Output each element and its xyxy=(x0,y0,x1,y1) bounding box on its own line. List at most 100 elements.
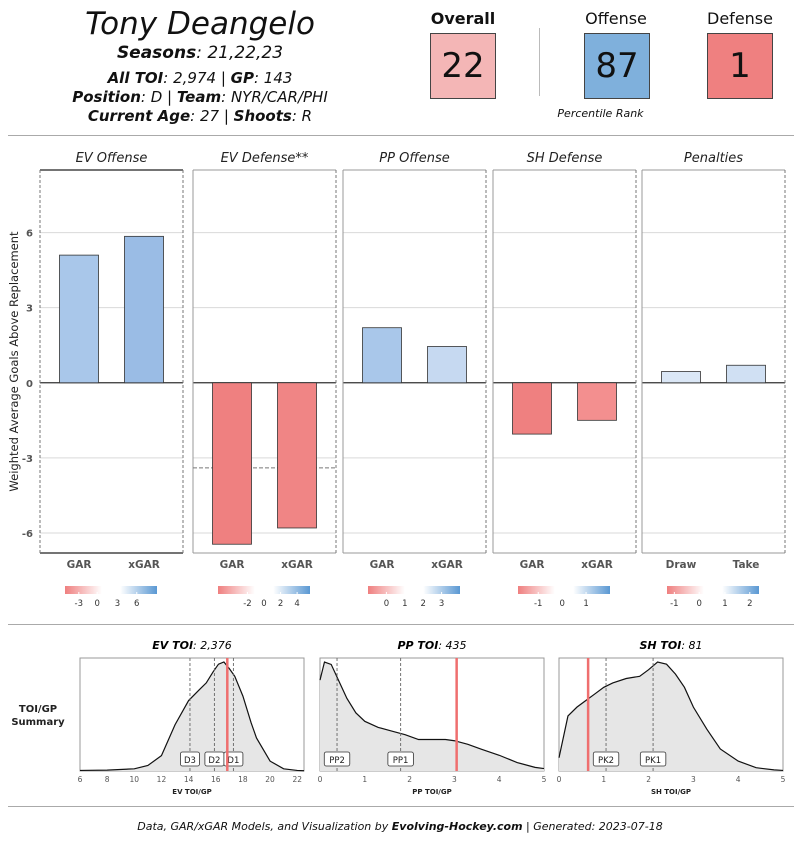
density-area xyxy=(320,662,544,771)
density-curve xyxy=(79,661,305,772)
tier-marker-label: PK1 xyxy=(645,756,661,766)
legend-tick-label: 2 xyxy=(747,599,752,609)
legend-colorbar xyxy=(65,586,157,594)
legend-colorbar xyxy=(518,586,610,594)
footer-credit: Data, GAR/xGAR Models, and Visualization… xyxy=(0,820,800,833)
tier-marker-label: PP2 xyxy=(329,756,345,766)
density-title: PP TOI: 435 xyxy=(397,639,466,652)
y-tick-label: 3 xyxy=(26,304,33,315)
y-tick-label: -3 xyxy=(22,454,33,465)
bar-gar xyxy=(512,382,552,435)
category-label: GAR xyxy=(370,559,395,571)
density-title-value: : 435 xyxy=(438,639,466,652)
toi-label: All TOI xyxy=(107,69,164,87)
bar-take xyxy=(726,364,766,384)
x-tick-label: 8 xyxy=(105,775,110,784)
density-title-value: : 2,376 xyxy=(193,639,232,652)
panel-title: Penalties xyxy=(684,151,743,166)
panel-title: PP Offense xyxy=(379,151,449,166)
legend-colorbar xyxy=(368,586,460,594)
footer-brand: Evolving-Hockey.com xyxy=(391,820,523,833)
tier-marker-box xyxy=(180,751,200,767)
offense-rank-box: 87 xyxy=(584,33,650,99)
bar-gar xyxy=(59,254,99,384)
seasons-value: 21,22,23 xyxy=(207,43,284,63)
shoots-value: R xyxy=(301,107,313,125)
legend-tick-label: 2 xyxy=(420,599,425,609)
x-tick-label: 12 xyxy=(157,775,167,784)
footer-suffix: | Generated: 2023-07-18 xyxy=(522,820,663,833)
tier-marker-box xyxy=(323,751,351,767)
legend-tick-label: -3 xyxy=(75,599,83,609)
separator: | xyxy=(162,88,177,106)
y-axis-label: Weighted Average Goals Above Replacement xyxy=(7,231,21,492)
gp-value: 143 xyxy=(263,69,293,87)
separator: | xyxy=(216,69,231,87)
y-tick-label: -6 xyxy=(22,529,33,540)
tier-marker-label: D1 xyxy=(227,756,239,766)
legend-tick-label: -2 xyxy=(243,599,251,609)
x-tick-label: 4 xyxy=(736,775,741,784)
x-axis-label: EV TOI/GP xyxy=(172,788,211,796)
category-label: Take xyxy=(733,559,760,571)
toi-value: 2,974 xyxy=(173,69,217,87)
overall-label: Overall xyxy=(430,9,496,28)
y-tick-label: 0 xyxy=(26,379,33,390)
defense-label: Defense xyxy=(707,9,773,28)
tier-marker-label: D3 xyxy=(184,756,196,766)
x-tick-label: 0 xyxy=(557,775,562,784)
separator: | xyxy=(219,107,234,125)
legend-tick-label: 2 xyxy=(278,599,283,609)
position-value: D xyxy=(150,88,163,106)
legend-tick-label: -1 xyxy=(670,599,678,609)
tier-marker-label: D2 xyxy=(208,756,220,766)
x-tick-label: 0 xyxy=(318,775,323,784)
category-label: xGAR xyxy=(281,559,313,571)
tier-marker-label: PK2 xyxy=(598,756,614,766)
x-tick-label: 5 xyxy=(542,775,547,784)
bar-gar xyxy=(362,327,402,384)
tier-marker-box xyxy=(223,751,244,767)
toi-summary-label: Summary xyxy=(11,717,65,728)
x-axis-label: SH TOI/GP xyxy=(651,788,691,796)
x-tick-label: 10 xyxy=(130,775,140,784)
x-tick-label: 20 xyxy=(265,775,275,784)
legend-tick-label: 0 xyxy=(94,599,99,609)
density-area xyxy=(559,662,783,771)
density-title-label: EV TOI xyxy=(152,639,193,652)
x-tick-label: 2 xyxy=(646,775,651,784)
bar-draw xyxy=(661,371,701,384)
bar-xgar xyxy=(124,235,164,384)
legend-colorbar xyxy=(218,586,310,594)
x-tick-label: 16 xyxy=(211,775,221,784)
percentile-rank-label: Percentile Rank xyxy=(557,107,644,120)
legend-tick-label: 6 xyxy=(134,599,139,609)
density-title-label: SH TOI xyxy=(639,639,681,652)
density-title: SH TOI: 81 xyxy=(639,639,702,652)
legend-tick-label: 3 xyxy=(439,599,444,609)
category-label: GAR xyxy=(220,559,245,571)
panel-title: EV Defense** xyxy=(221,151,309,166)
bar-xgar xyxy=(577,382,617,421)
category-label: xGAR xyxy=(581,559,613,571)
x-tick-label: 4 xyxy=(497,775,502,784)
team-label: Team xyxy=(176,88,222,106)
category-label: xGAR xyxy=(128,559,160,571)
bar-gar xyxy=(212,382,252,545)
age-shoots-line: Current Age: 27 | Shoots: R xyxy=(87,107,313,125)
density-title: EV TOI: 2,376 xyxy=(152,639,232,652)
tier-marker-box xyxy=(592,751,620,767)
panel-title: SH Defense xyxy=(527,151,603,166)
legend-tick-label: 3 xyxy=(115,599,120,609)
gp-label: GP xyxy=(230,69,254,87)
x-tick-label: 1 xyxy=(601,775,606,784)
density-area xyxy=(80,662,304,771)
tier-marker-box xyxy=(387,751,414,767)
density-curve xyxy=(319,661,545,770)
position-team-line: Position: D | Team: NYR/CAR/PHI xyxy=(72,88,328,106)
x-tick-label: 2 xyxy=(407,775,412,784)
toi-gp-line: All TOI: 2,974 | GP: 143 xyxy=(107,69,293,87)
legend-tick-label: 1 xyxy=(722,599,727,609)
age-label: Current Age xyxy=(87,107,191,125)
legend-tick-label: 1 xyxy=(583,599,588,609)
